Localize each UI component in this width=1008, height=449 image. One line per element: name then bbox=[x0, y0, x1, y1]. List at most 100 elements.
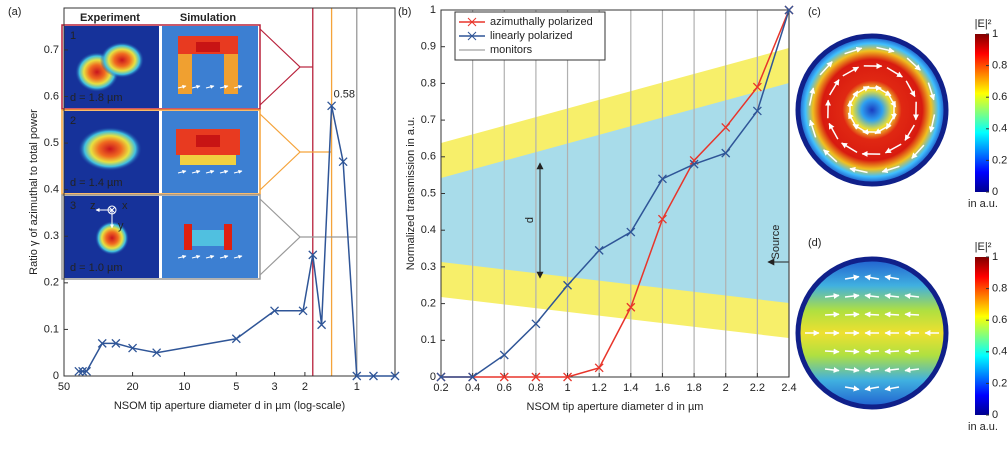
x-tick-label: 2 bbox=[302, 381, 308, 393]
marker bbox=[298, 306, 308, 316]
marker bbox=[82, 366, 91, 376]
inset-diameter: d = 1.8 µm bbox=[70, 92, 123, 104]
y-tick-label: 0.9 bbox=[421, 41, 436, 53]
marker bbox=[594, 363, 604, 373]
y-tick-label: 0.8 bbox=[421, 77, 436, 89]
x-tick-label: 10 bbox=[178, 381, 190, 393]
marker bbox=[436, 372, 446, 382]
field-arrow bbox=[844, 311, 860, 318]
legend-label: azimuthally polarized bbox=[490, 16, 593, 28]
marker bbox=[74, 366, 84, 376]
colorbar-label: |E|² bbox=[975, 18, 992, 30]
y-tick-label: 0.1 bbox=[421, 334, 436, 346]
marker bbox=[657, 214, 667, 224]
marker bbox=[721, 122, 731, 132]
field-arrow bbox=[842, 66, 860, 77]
field-arrow bbox=[904, 367, 920, 373]
field-arrow bbox=[849, 166, 868, 174]
colorbar-tick-label: 0.2 bbox=[992, 377, 1007, 389]
field-arrow bbox=[824, 293, 840, 299]
field-arrow bbox=[824, 311, 840, 318]
inset-number: 3 bbox=[70, 200, 76, 212]
marker bbox=[563, 280, 573, 290]
field-arrow bbox=[884, 367, 900, 373]
marker bbox=[563, 372, 573, 382]
field-disk bbox=[795, 33, 949, 187]
field-arrow bbox=[191, 84, 201, 89]
field-arrow bbox=[844, 274, 860, 281]
axis-label: y bbox=[118, 220, 124, 232]
field-arrow bbox=[904, 311, 920, 318]
series-line bbox=[441, 9, 790, 378]
y-tick-label: 0.6 bbox=[421, 151, 436, 163]
field-arrow bbox=[884, 274, 900, 281]
marker bbox=[657, 174, 667, 184]
inset-frame bbox=[61, 24, 261, 110]
field-arrow bbox=[884, 311, 900, 318]
colorbar-unit: in a.u. bbox=[968, 198, 998, 210]
inset-diameter: d = 1.4 µm bbox=[70, 177, 123, 189]
y-tick-label: 0.2 bbox=[44, 277, 59, 289]
panel-label: (c) bbox=[808, 6, 821, 18]
colorbar-tick-label: 0 bbox=[992, 409, 998, 421]
intensity-blob bbox=[95, 221, 129, 255]
y-axis-label: Ratio γ of azimuthal to total power bbox=[28, 109, 40, 275]
y-tick-label: 0.3 bbox=[421, 261, 436, 273]
y-tick-label: 0.6 bbox=[44, 90, 59, 102]
field-arrow bbox=[219, 84, 229, 89]
field-arrow bbox=[881, 165, 900, 174]
field-arrow bbox=[205, 84, 215, 89]
field-block bbox=[180, 155, 236, 165]
x-tick-label: 1.6 bbox=[655, 382, 670, 394]
field-block bbox=[196, 42, 220, 52]
marker bbox=[317, 320, 327, 330]
field-block bbox=[184, 224, 192, 250]
colorbar bbox=[975, 34, 989, 192]
x-tick-label: 0.2 bbox=[433, 382, 448, 394]
field-arrow bbox=[824, 367, 840, 373]
inset-connector bbox=[259, 198, 301, 276]
field-arrow bbox=[864, 293, 880, 299]
marker bbox=[78, 366, 88, 376]
colorbar-tick-label: 0 bbox=[992, 186, 998, 198]
y-tick-label: 0.5 bbox=[421, 187, 436, 199]
inset-number: 1 bbox=[70, 30, 76, 42]
field-arrow bbox=[927, 82, 936, 101]
legend-marker bbox=[467, 31, 477, 41]
field-arrow bbox=[177, 169, 187, 174]
inset-diameter: d = 1.0 µm bbox=[70, 262, 123, 274]
colorbar-label: |E|² bbox=[975, 241, 992, 253]
field-arrow bbox=[904, 124, 915, 141]
y-tick-label: 1 bbox=[430, 4, 436, 16]
x-tick-label: 5 bbox=[233, 381, 239, 393]
field-arrow bbox=[844, 293, 860, 299]
marker bbox=[499, 372, 509, 382]
series-line bbox=[441, 9, 790, 378]
field-arrow bbox=[808, 119, 817, 138]
field-arrow bbox=[928, 114, 936, 133]
x-tick-label: 0.8 bbox=[528, 382, 543, 394]
colorbar-tick-label: 0.4 bbox=[992, 123, 1007, 135]
marker bbox=[752, 82, 762, 92]
x-tick-label: 1.2 bbox=[592, 382, 607, 394]
colorbar bbox=[975, 257, 989, 415]
field-block bbox=[196, 135, 220, 147]
field-arrow bbox=[219, 169, 229, 174]
marker bbox=[128, 343, 138, 353]
panel-label: (d) bbox=[808, 237, 821, 249]
colorbar-tick-label: 0.6 bbox=[992, 91, 1007, 103]
x-tick-label: 0.6 bbox=[497, 382, 512, 394]
y-tick-label: 0.7 bbox=[44, 44, 59, 56]
marker bbox=[626, 302, 636, 312]
legend-marker bbox=[467, 17, 477, 27]
inset-header: Simulation bbox=[180, 12, 237, 24]
field-arrow bbox=[864, 348, 880, 355]
field-arrow bbox=[233, 169, 243, 174]
plot-frame bbox=[63, 7, 396, 377]
x-tick-label: 2.4 bbox=[781, 382, 796, 394]
x-tick-label: 2 bbox=[723, 382, 729, 394]
field-arrow bbox=[191, 169, 201, 174]
colorbar-tick-label: 0.8 bbox=[992, 60, 1007, 72]
field-arrow bbox=[808, 87, 816, 106]
